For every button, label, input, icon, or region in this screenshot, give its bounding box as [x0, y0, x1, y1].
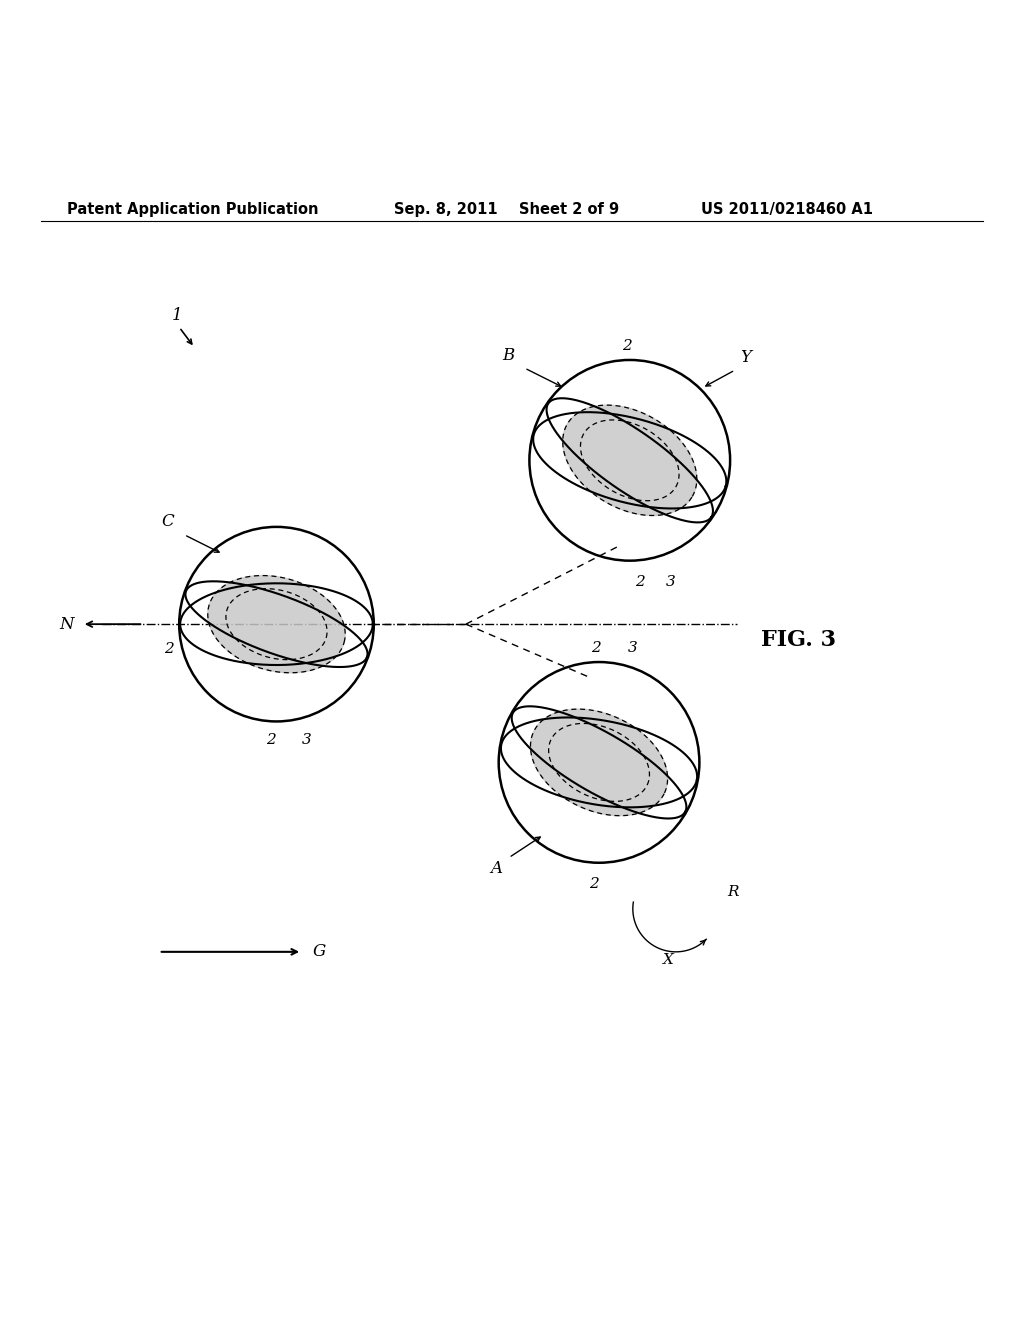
Text: 3: 3: [666, 576, 676, 589]
Text: 2: 2: [589, 878, 599, 891]
Text: 2: 2: [164, 643, 174, 656]
Text: X: X: [663, 953, 674, 968]
Text: 2: 2: [591, 640, 601, 655]
Text: Sheet 2 of 9: Sheet 2 of 9: [519, 202, 620, 218]
Text: Y: Y: [740, 348, 752, 366]
Text: N: N: [59, 615, 74, 632]
Text: 2: 2: [622, 339, 632, 352]
Text: G: G: [312, 944, 326, 961]
Text: Sep. 8, 2011: Sep. 8, 2011: [394, 202, 498, 218]
Text: 3: 3: [302, 733, 312, 747]
Text: C: C: [162, 513, 174, 531]
Text: A: A: [490, 861, 503, 876]
Text: 3: 3: [628, 640, 638, 655]
Polygon shape: [563, 405, 696, 516]
Text: US 2011/0218460 A1: US 2011/0218460 A1: [701, 202, 873, 218]
Text: Patent Application Publication: Patent Application Publication: [67, 202, 318, 218]
Polygon shape: [208, 576, 345, 673]
Text: 1: 1: [172, 308, 182, 323]
Text: 2: 2: [266, 733, 276, 747]
Text: FIG. 3: FIG. 3: [761, 628, 837, 651]
Text: R: R: [727, 884, 738, 899]
Polygon shape: [530, 709, 668, 816]
Text: B: B: [502, 347, 514, 364]
Text: 2: 2: [635, 576, 645, 589]
